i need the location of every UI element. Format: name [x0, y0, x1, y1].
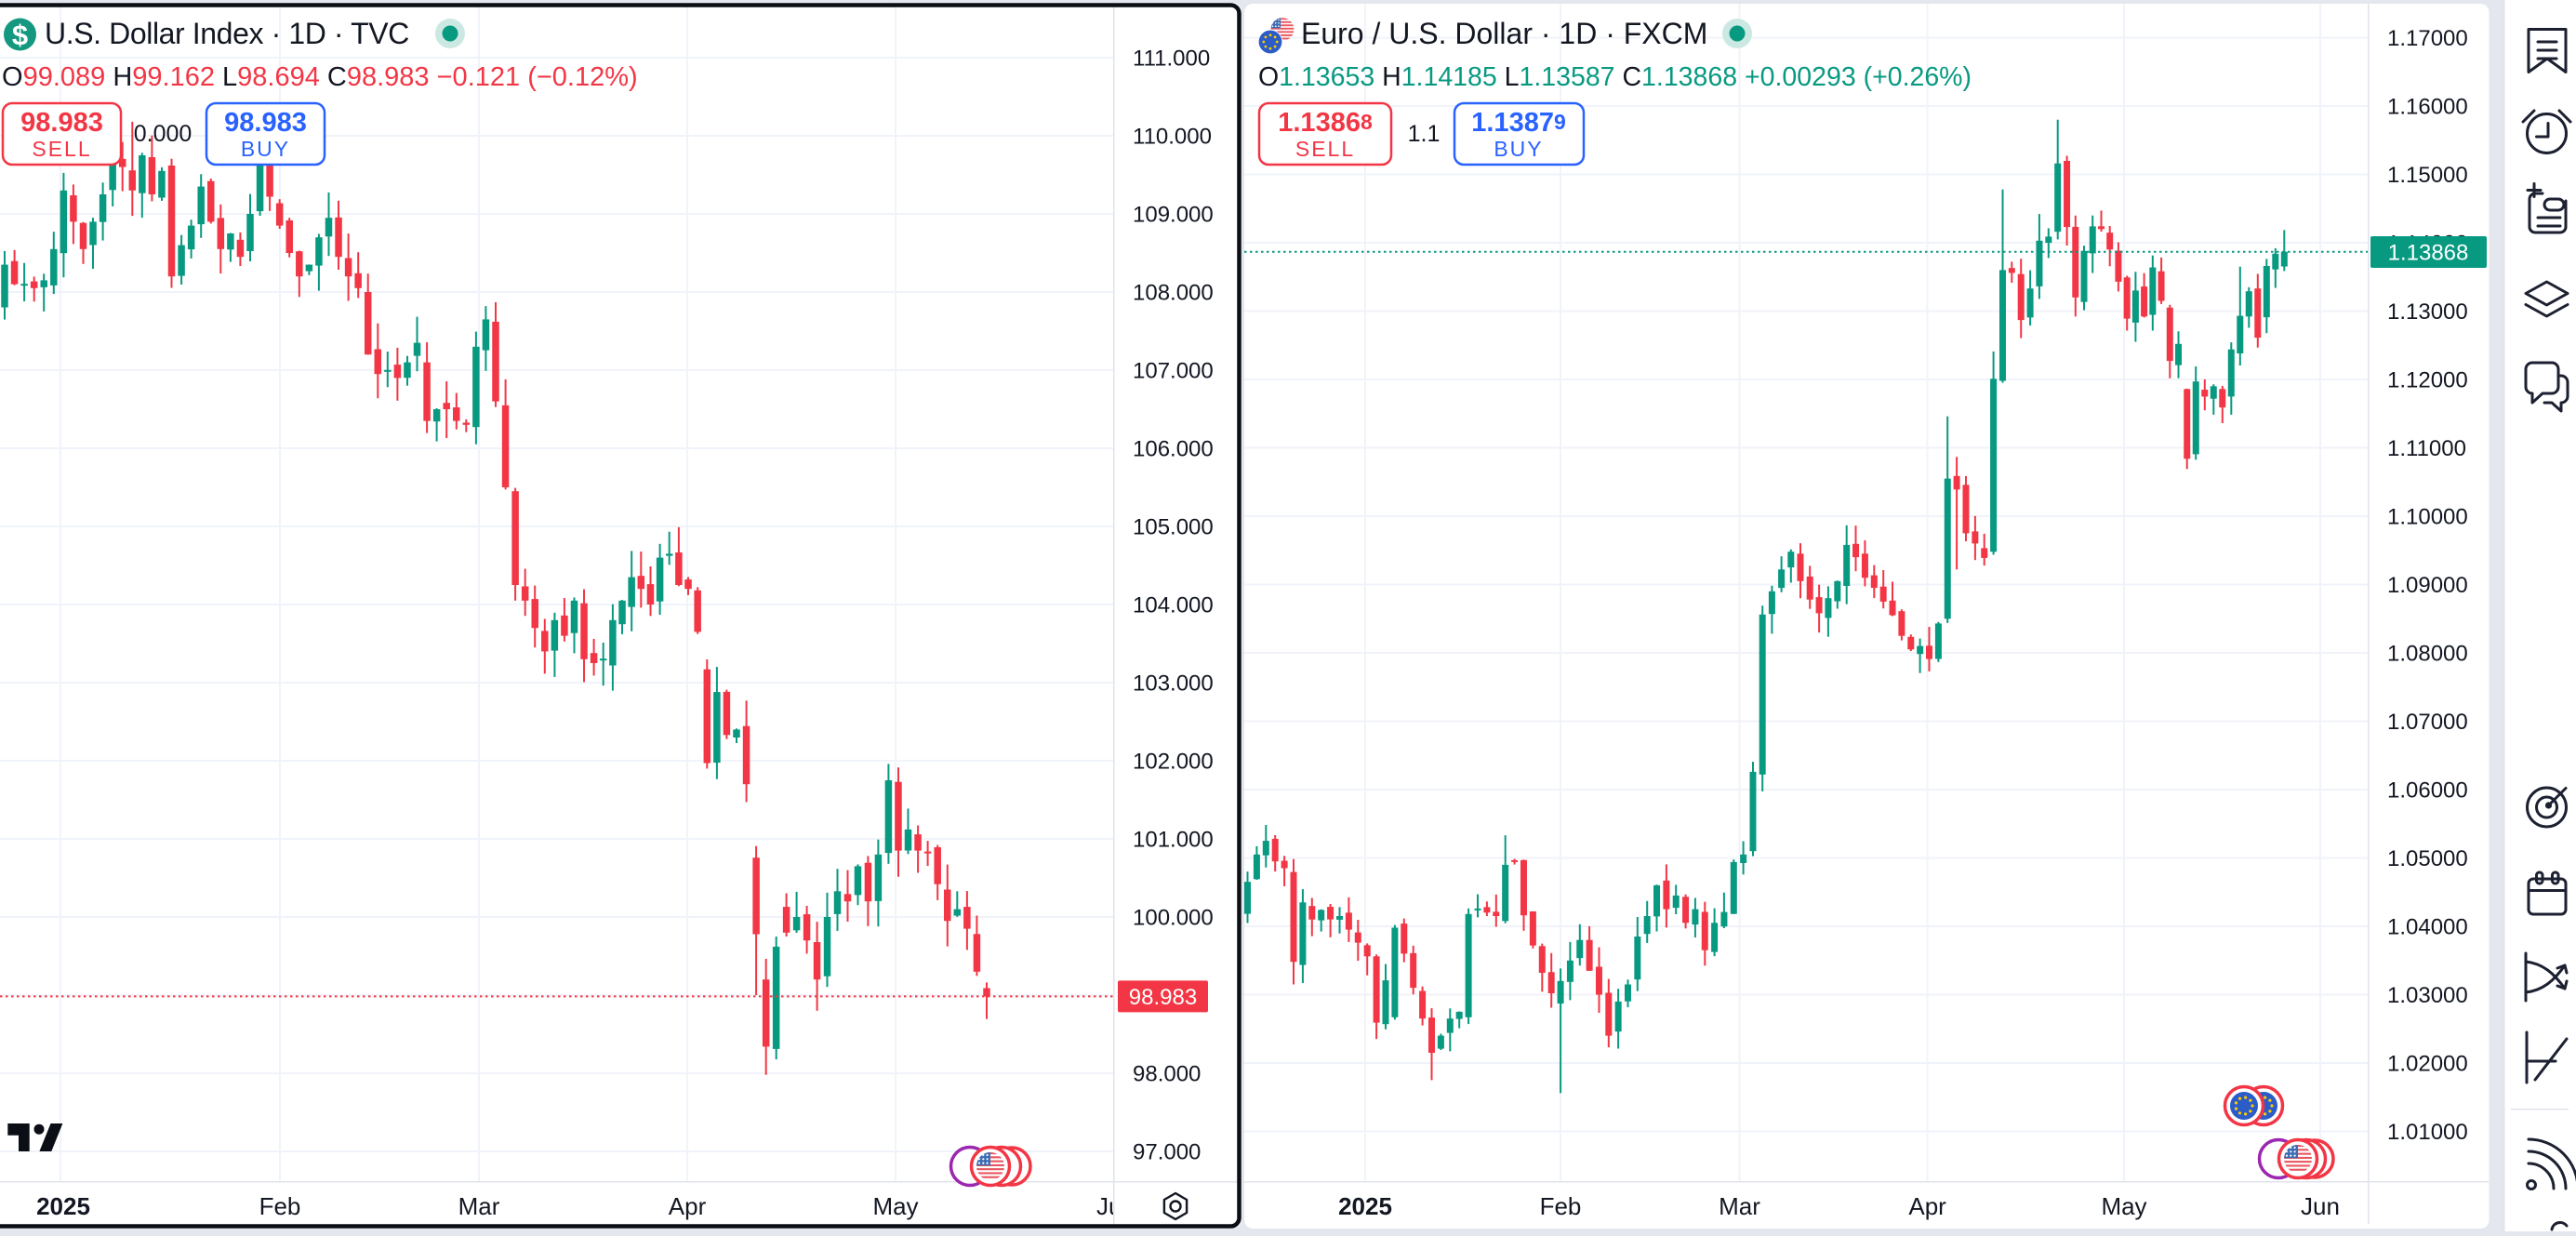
svg-text:SELL: SELL: [1295, 137, 1355, 161]
svg-text:98.983: 98.983: [1129, 985, 1197, 1010]
svg-text:111.000: 111.000: [1133, 47, 1210, 72]
svg-text:Apr: Apr: [669, 1192, 707, 1220]
svg-text:98.983: 98.983: [224, 108, 307, 138]
svg-text:BUY: BUY: [241, 137, 290, 161]
svg-text:1.03000: 1.03000: [2387, 983, 2468, 1008]
svg-text:1.10000: 1.10000: [2387, 505, 2468, 530]
svg-text:98.000: 98.000: [1133, 1062, 1201, 1087]
svg-text:1.12000: 1.12000: [2387, 368, 2468, 393]
svg-text:1.16000: 1.16000: [2387, 95, 2468, 120]
svg-text:1.07000: 1.07000: [2387, 710, 2468, 735]
svg-text:O1.13653 H1.14185 L1.13587 C1.: O1.13653 H1.14185 L1.13587 C1.13868 +0.0…: [1258, 62, 1972, 92]
svg-text:108.000: 108.000: [1133, 281, 1214, 306]
svg-text:Apr: Apr: [1908, 1192, 1946, 1220]
svg-text:$: $: [12, 19, 28, 51]
svg-text:U.S. Dollar Index · 1D · TVC: U.S. Dollar Index · 1D · TVC: [45, 17, 409, 50]
svg-text:1.13868: 1.13868: [2388, 241, 2469, 266]
svg-text:1.09000: 1.09000: [2387, 573, 2468, 598]
svg-text:0.000: 0.000: [134, 121, 193, 147]
svg-text:1.05000: 1.05000: [2387, 846, 2468, 871]
svg-text:100.000: 100.000: [1133, 906, 1214, 931]
svg-text:May: May: [2101, 1192, 2146, 1220]
svg-text:97.000: 97.000: [1133, 1140, 1201, 1165]
svg-text:Euro / U.S. Dollar · 1D · FXCM: Euro / U.S. Dollar · 1D · FXCM: [1301, 17, 1707, 50]
svg-text:106.000: 106.000: [1133, 437, 1214, 462]
svg-text:Jun: Jun: [2301, 1192, 2340, 1220]
svg-text:1.04000: 1.04000: [2387, 915, 2468, 940]
svg-text:102.000: 102.000: [1133, 750, 1214, 775]
svg-text:1.13000: 1.13000: [2387, 299, 2468, 325]
svg-text:1.06000: 1.06000: [2387, 778, 2468, 804]
svg-text:BUY: BUY: [1494, 137, 1543, 161]
svg-text:1.1: 1.1: [1408, 121, 1441, 147]
svg-text:O99.089 H99.162 L98.694 C98.98: O99.089 H99.162 L98.694 C98.983 −0.121 (…: [2, 62, 638, 92]
svg-text:1.01000: 1.01000: [2387, 1120, 2468, 1145]
svg-text:Feb: Feb: [259, 1192, 301, 1220]
svg-text:110.000: 110.000: [1133, 125, 1212, 150]
svg-text:2025: 2025: [1338, 1192, 1392, 1220]
svg-text:May: May: [872, 1192, 918, 1220]
svg-text:107.000: 107.000: [1133, 359, 1214, 384]
svg-text:105.000: 105.000: [1133, 515, 1214, 540]
svg-text:101.000: 101.000: [1133, 828, 1214, 853]
svg-text:1.15000: 1.15000: [2387, 163, 2468, 188]
svg-text:1.17000: 1.17000: [2387, 26, 2468, 51]
svg-text:1.13868: 1.13868: [1278, 108, 1373, 138]
svg-text:1.13879: 1.13879: [1471, 108, 1566, 138]
svg-text:Jun: Jun: [1096, 1192, 1135, 1220]
svg-text:Feb: Feb: [1540, 1192, 1582, 1220]
svg-text:1.11000: 1.11000: [2387, 436, 2466, 461]
svg-text:1.08000: 1.08000: [2387, 642, 2468, 667]
svg-text:2025: 2025: [36, 1192, 90, 1220]
svg-text:SELL: SELL: [32, 137, 91, 161]
svg-text:103.000: 103.000: [1133, 671, 1214, 697]
svg-text:Mar: Mar: [1719, 1192, 1760, 1220]
svg-text:98.983: 98.983: [20, 108, 103, 138]
svg-text:1.02000: 1.02000: [2387, 1052, 2468, 1077]
svg-text:Mar: Mar: [458, 1192, 500, 1220]
svg-text:104.000: 104.000: [1133, 593, 1214, 618]
svg-text:109.000: 109.000: [1133, 203, 1214, 228]
